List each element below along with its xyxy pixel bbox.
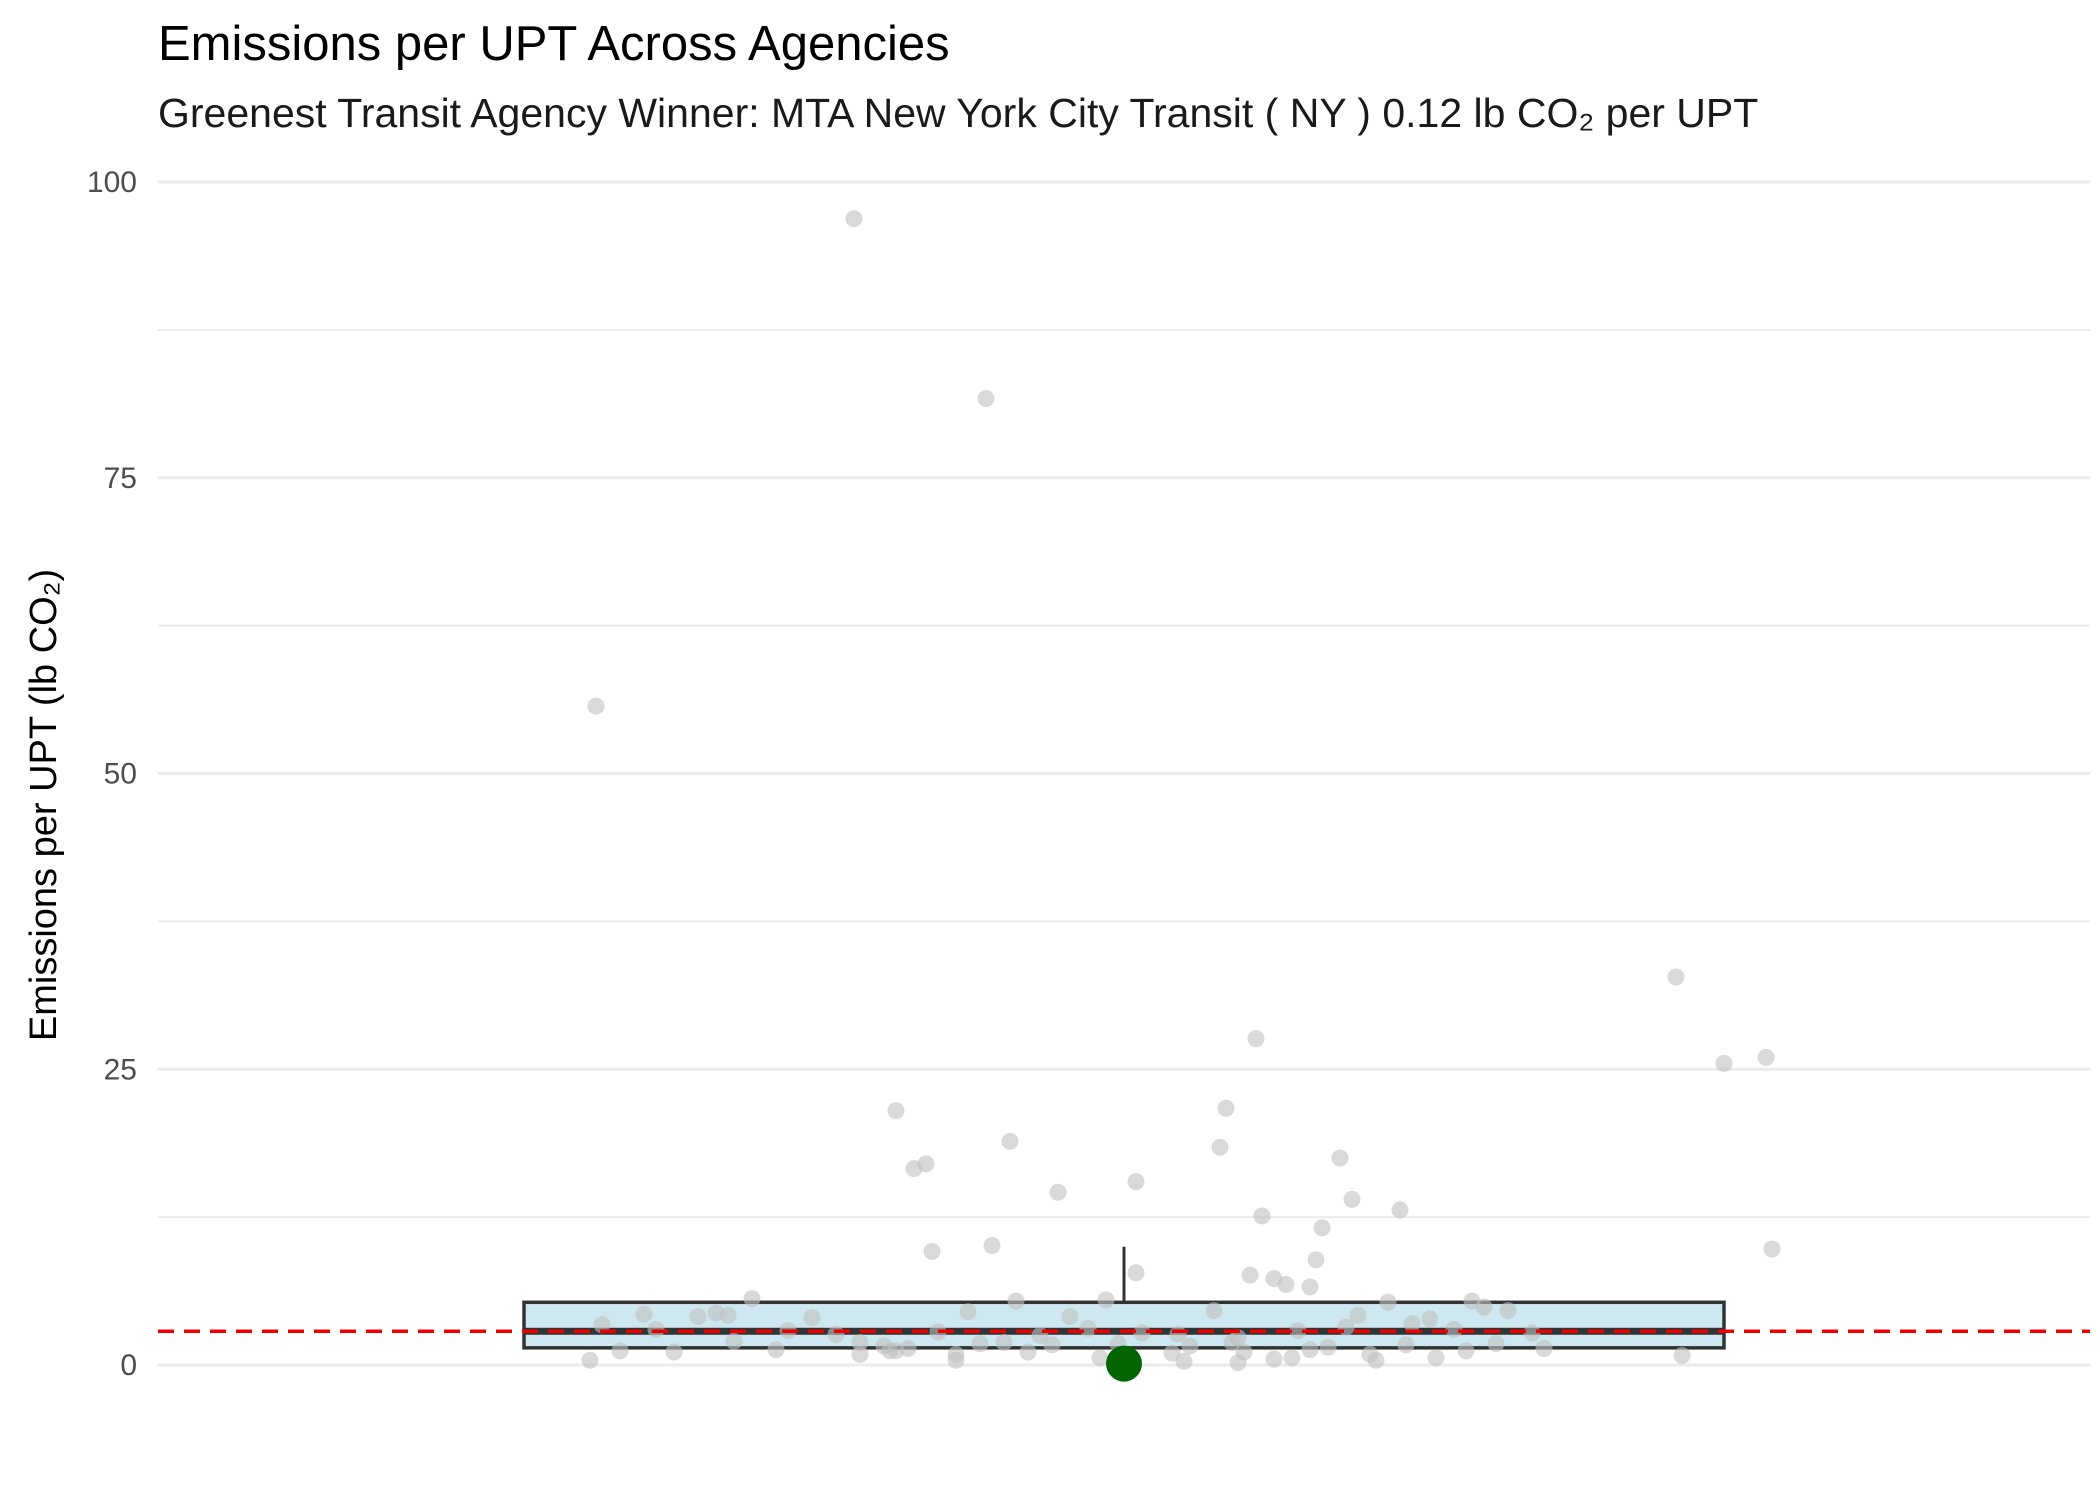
data-point — [852, 1346, 869, 1363]
data-point — [588, 698, 605, 715]
data-point — [1230, 1354, 1247, 1371]
data-point — [1242, 1267, 1259, 1284]
data-point — [1212, 1139, 1229, 1156]
data-point — [1182, 1338, 1199, 1355]
data-point — [984, 1237, 1001, 1254]
data-point — [1308, 1251, 1325, 1268]
data-point — [1176, 1353, 1193, 1370]
data-point — [906, 1160, 923, 1177]
data-point — [1134, 1325, 1151, 1342]
data-point — [1206, 1302, 1223, 1319]
data-point — [960, 1303, 977, 1320]
data-point — [1044, 1336, 1061, 1353]
data-point — [726, 1333, 743, 1350]
data-point — [1128, 1264, 1145, 1281]
data-point — [648, 1321, 665, 1338]
y-tick-label: 75 — [104, 462, 137, 495]
data-point — [1218, 1100, 1235, 1117]
data-point — [1008, 1293, 1025, 1310]
data-point — [972, 1335, 989, 1352]
data-point — [1368, 1352, 1385, 1369]
y-tick-label: 50 — [104, 758, 137, 791]
data-point — [804, 1309, 821, 1326]
data-point — [1062, 1308, 1079, 1325]
data-point — [1302, 1278, 1319, 1295]
data-point — [828, 1326, 845, 1343]
data-point — [1524, 1325, 1541, 1342]
data-points — [582, 210, 1781, 1371]
data-point — [1428, 1349, 1445, 1366]
data-point — [1248, 1030, 1265, 1047]
data-point — [1020, 1343, 1037, 1360]
grid-lines — [158, 182, 2090, 1365]
data-point — [666, 1343, 683, 1360]
data-point — [888, 1342, 905, 1359]
data-point — [1488, 1335, 1505, 1352]
data-point — [768, 1341, 785, 1358]
data-point — [846, 210, 863, 227]
data-point — [1536, 1340, 1553, 1357]
data-point — [978, 390, 995, 407]
data-point — [1758, 1049, 1775, 1066]
data-point — [1314, 1219, 1331, 1236]
data-point — [1266, 1351, 1283, 1368]
data-point — [1674, 1347, 1691, 1364]
data-point — [1764, 1241, 1781, 1258]
y-axis-title: Emissions per UPT (lb CO₂) — [23, 569, 65, 1041]
data-point — [720, 1307, 737, 1324]
data-point — [1392, 1202, 1409, 1219]
data-point — [1254, 1207, 1271, 1224]
data-point — [1302, 1341, 1319, 1358]
data-point — [612, 1342, 629, 1359]
y-tick-label: 100 — [87, 166, 137, 199]
y-tick-label: 25 — [104, 1053, 137, 1086]
data-point — [1668, 968, 1685, 985]
data-point — [1422, 1310, 1439, 1327]
data-point — [1098, 1291, 1115, 1308]
data-point — [1716, 1055, 1733, 1072]
data-point — [636, 1306, 653, 1323]
data-point — [690, 1308, 707, 1325]
highlight-point — [1106, 1346, 1142, 1382]
data-point — [1284, 1349, 1301, 1366]
data-point — [996, 1334, 1013, 1351]
data-point — [888, 1102, 905, 1119]
data-point — [1338, 1319, 1355, 1336]
data-point — [1380, 1294, 1397, 1311]
data-point — [582, 1352, 599, 1369]
data-point — [1320, 1339, 1337, 1356]
data-point — [1080, 1320, 1097, 1337]
data-point — [1050, 1184, 1067, 1201]
data-point — [1344, 1191, 1361, 1208]
data-point — [1446, 1321, 1463, 1338]
data-point — [1332, 1149, 1349, 1166]
data-point — [1092, 1349, 1109, 1366]
y-tick-label: 0 — [120, 1349, 137, 1382]
data-point — [1500, 1302, 1517, 1319]
data-point — [1278, 1276, 1295, 1293]
data-point — [924, 1243, 941, 1260]
y-axis-ticks: 0 25 50 75 100 — [87, 166, 137, 1382]
data-point — [1476, 1299, 1493, 1316]
data-point — [1458, 1342, 1475, 1359]
data-point — [744, 1290, 761, 1307]
data-point — [1398, 1336, 1415, 1353]
data-point — [1128, 1173, 1145, 1190]
data-point — [948, 1352, 965, 1369]
data-point — [1002, 1133, 1019, 1150]
